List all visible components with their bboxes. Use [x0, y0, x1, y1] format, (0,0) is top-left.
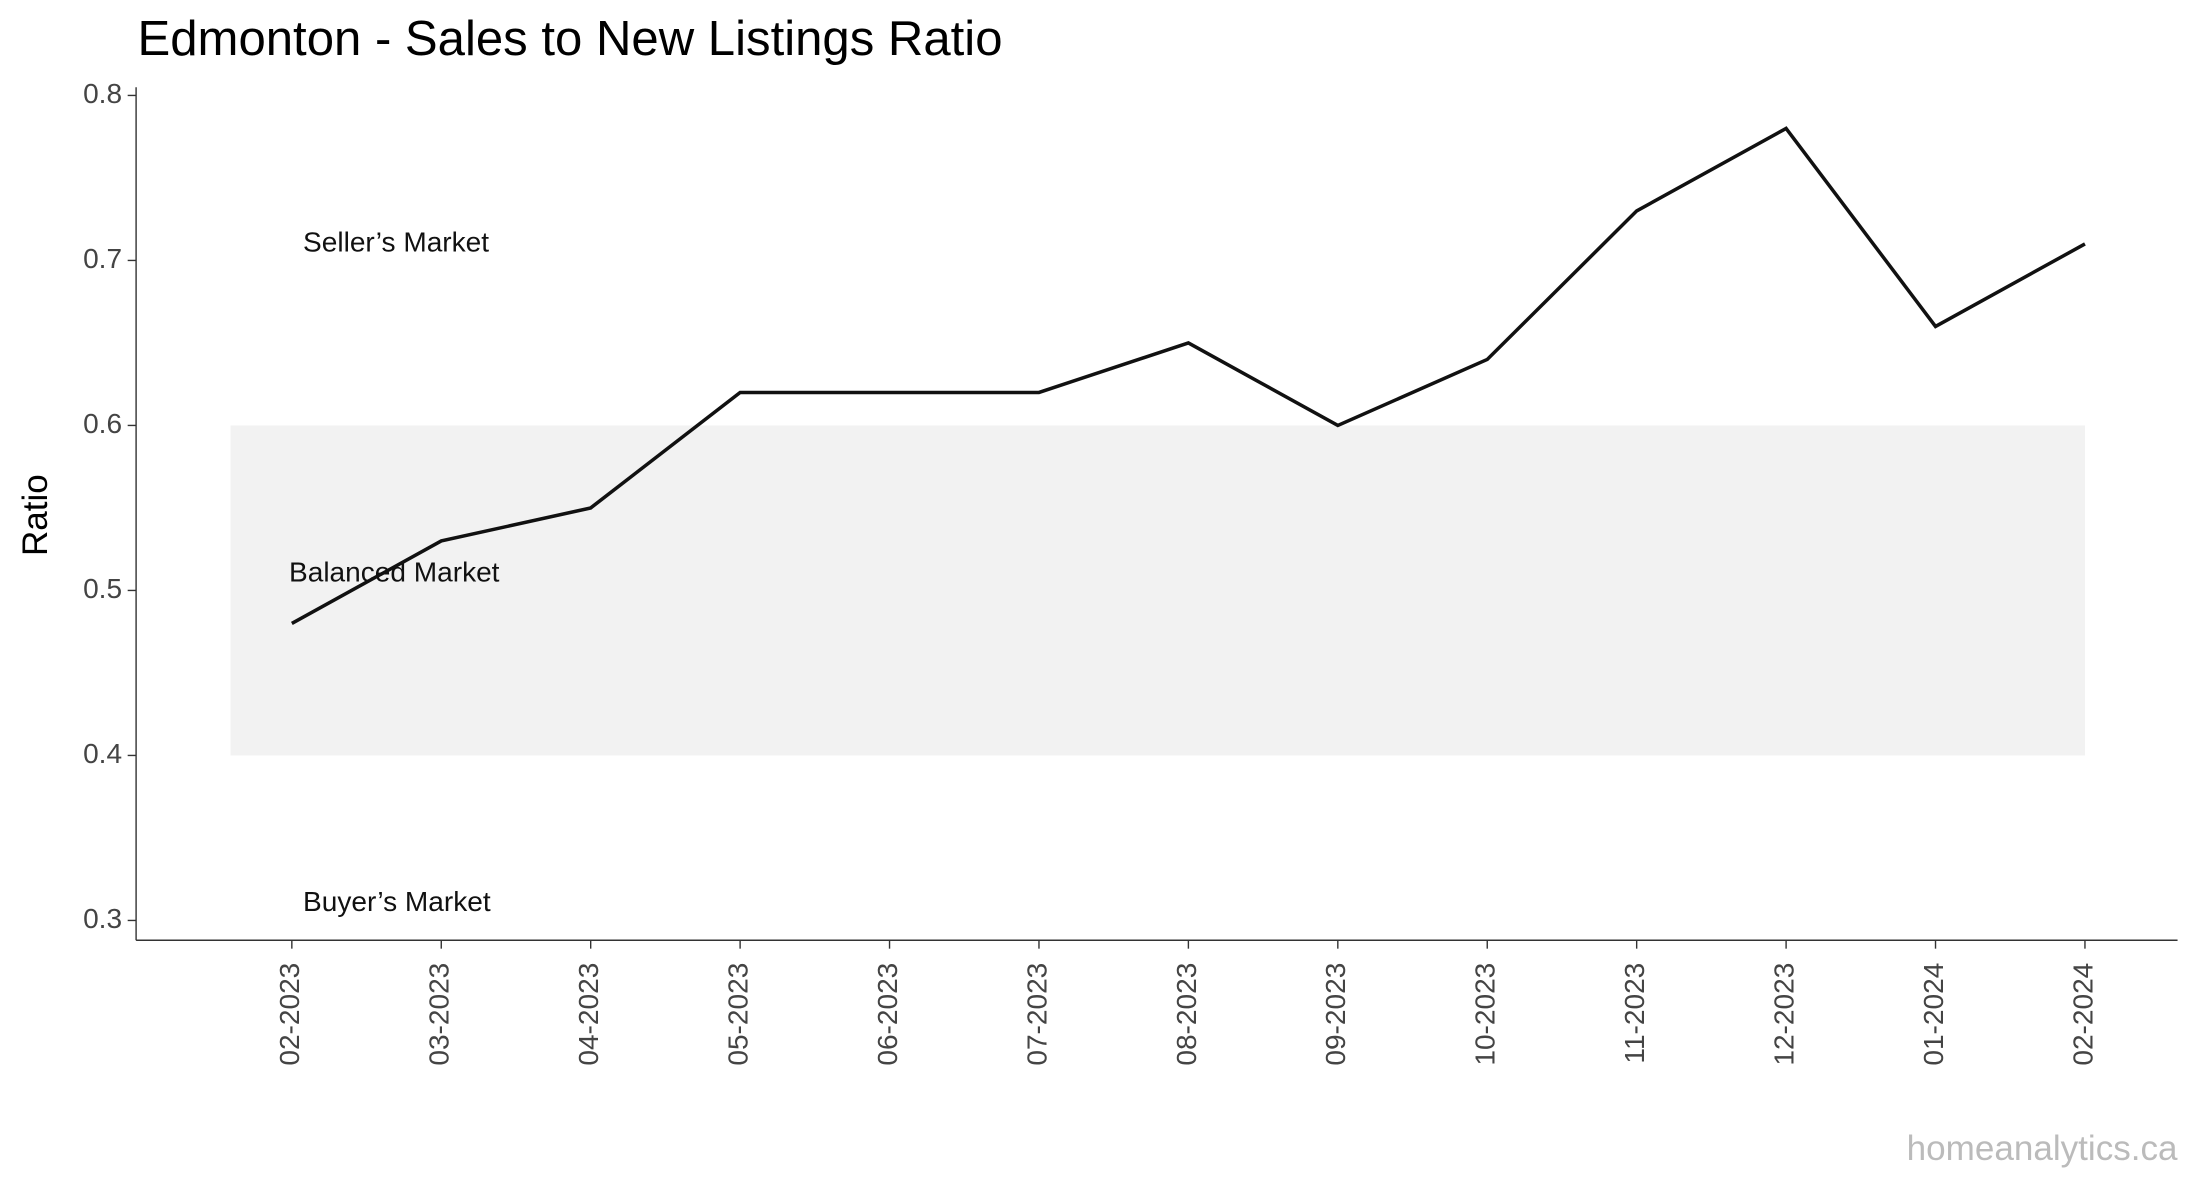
- x-tick-label: 11-2023: [1619, 963, 1650, 1064]
- x-tick-label: 02-2023: [274, 963, 305, 1066]
- chart-title: Edmonton - Sales to New Listings Ratio: [138, 12, 1003, 66]
- y-tick-label: 0.4: [83, 738, 122, 769]
- balanced-band: [230, 425, 2085, 756]
- x-tick-label: 12-2023: [1769, 963, 1800, 1066]
- annotation: Seller’s Market: [303, 227, 489, 258]
- x-tick-label: 06-2023: [872, 963, 903, 1066]
- y-axis-title: Ratio: [16, 474, 55, 556]
- y-tick-label: 0.7: [83, 243, 122, 274]
- line-series: [290, 126, 2086, 625]
- annotation: Balanced Market: [289, 556, 500, 587]
- x-tick-label: 02-2024: [2067, 963, 2098, 1066]
- x-tick-label: 04-2023: [573, 963, 604, 1066]
- x-tick-label: 08-2023: [1171, 963, 1202, 1066]
- y-tick-label: 0.5: [83, 573, 122, 604]
- x-tick-label: 03-2023: [424, 963, 455, 1066]
- x-tick-label: 09-2023: [1320, 963, 1351, 1066]
- watermark: homeanalytics.ca: [1907, 1129, 2178, 1168]
- x-tick-label: 01-2024: [1918, 963, 1949, 1066]
- annotation: Buyer’s Market: [303, 886, 491, 917]
- y-tick-label: 0.3: [83, 903, 122, 934]
- y-tick-label: 0.8: [83, 78, 122, 109]
- y-tick-label: 0.6: [83, 408, 122, 439]
- x-tick-label: 05-2023: [723, 963, 754, 1066]
- x-tick-label: 07-2023: [1021, 963, 1052, 1066]
- x-tick-label: 10-2023: [1470, 963, 1501, 1066]
